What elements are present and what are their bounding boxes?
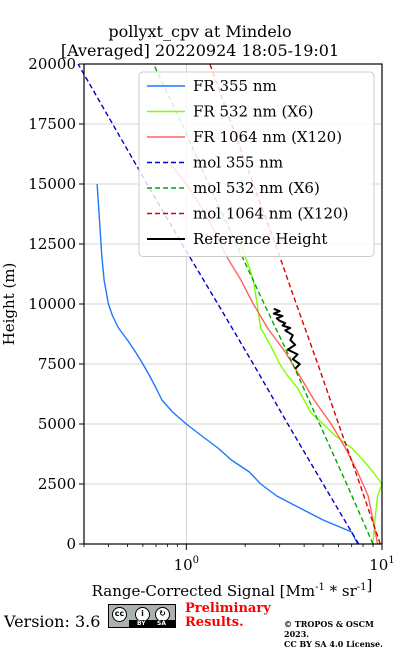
cc-by-text: BY: [137, 620, 146, 627]
y-tick-label: 0: [66, 535, 76, 553]
y-tick-label: 10000: [28, 295, 76, 313]
y-tick-label: 7500: [38, 355, 76, 373]
preliminary-line-1: Preliminary: [185, 601, 271, 616]
legend-label: mol 532 nm (X6): [193, 179, 320, 197]
preliminary-line-2: Results.: [185, 615, 244, 630]
preliminary-results-note: Preliminary Results.: [185, 602, 271, 630]
chart-subtitle: [Averaged] 20220924 18:05-19:01: [60, 41, 340, 60]
y-tick-label: 2500: [38, 475, 76, 493]
cc-icon: cc: [112, 607, 127, 622]
y-axis-label: Height (m): [0, 263, 18, 346]
y-tick-label: 15000: [28, 175, 76, 193]
series-line: [96, 183, 359, 545]
cc-strip: [129, 620, 175, 627]
series-line: [272, 307, 301, 370]
copyright-line-1: © TROPOS & OSCM 2023.: [284, 619, 374, 639]
series-line: [240, 243, 383, 545]
x-axis-label: Range-Corrected Signal [Mm-1 * sr-1]: [92, 576, 373, 600]
legend-label: FR 1064 nm (X120): [193, 128, 342, 146]
legend-label: mol 355 nm: [193, 154, 283, 172]
series-line: [77, 63, 360, 545]
y-tick-label: 20000: [28, 55, 76, 73]
x-tick-label: 100: [174, 555, 199, 574]
legend-label: FR 532 nm (X6): [193, 103, 313, 121]
y-tick-label: 5000: [38, 415, 76, 433]
chart-title: pollyxt_cpv at Mindelo: [108, 22, 292, 41]
cc-sa-text: SA: [157, 620, 166, 627]
cc-license-badge: cc i ↻ BY SA: [108, 604, 176, 628]
legend-box: [138, 71, 375, 257]
version-label: Version: 3.6: [4, 612, 101, 631]
legend-label: mol 1064 nm (X120): [193, 205, 348, 223]
y-tick-label: 12500: [28, 235, 76, 253]
legend-label: Reference Height: [193, 230, 327, 248]
x-tick-label: 101: [369, 555, 394, 574]
legend-label: FR 355 nm: [193, 77, 277, 95]
copyright-line-2: CC BY SA 4.0 License.: [284, 639, 383, 649]
y-tick-label: 17500: [28, 115, 76, 133]
copyright-note: © TROPOS & OSCM 2023. CC BY SA 4.0 Licen…: [284, 619, 400, 649]
